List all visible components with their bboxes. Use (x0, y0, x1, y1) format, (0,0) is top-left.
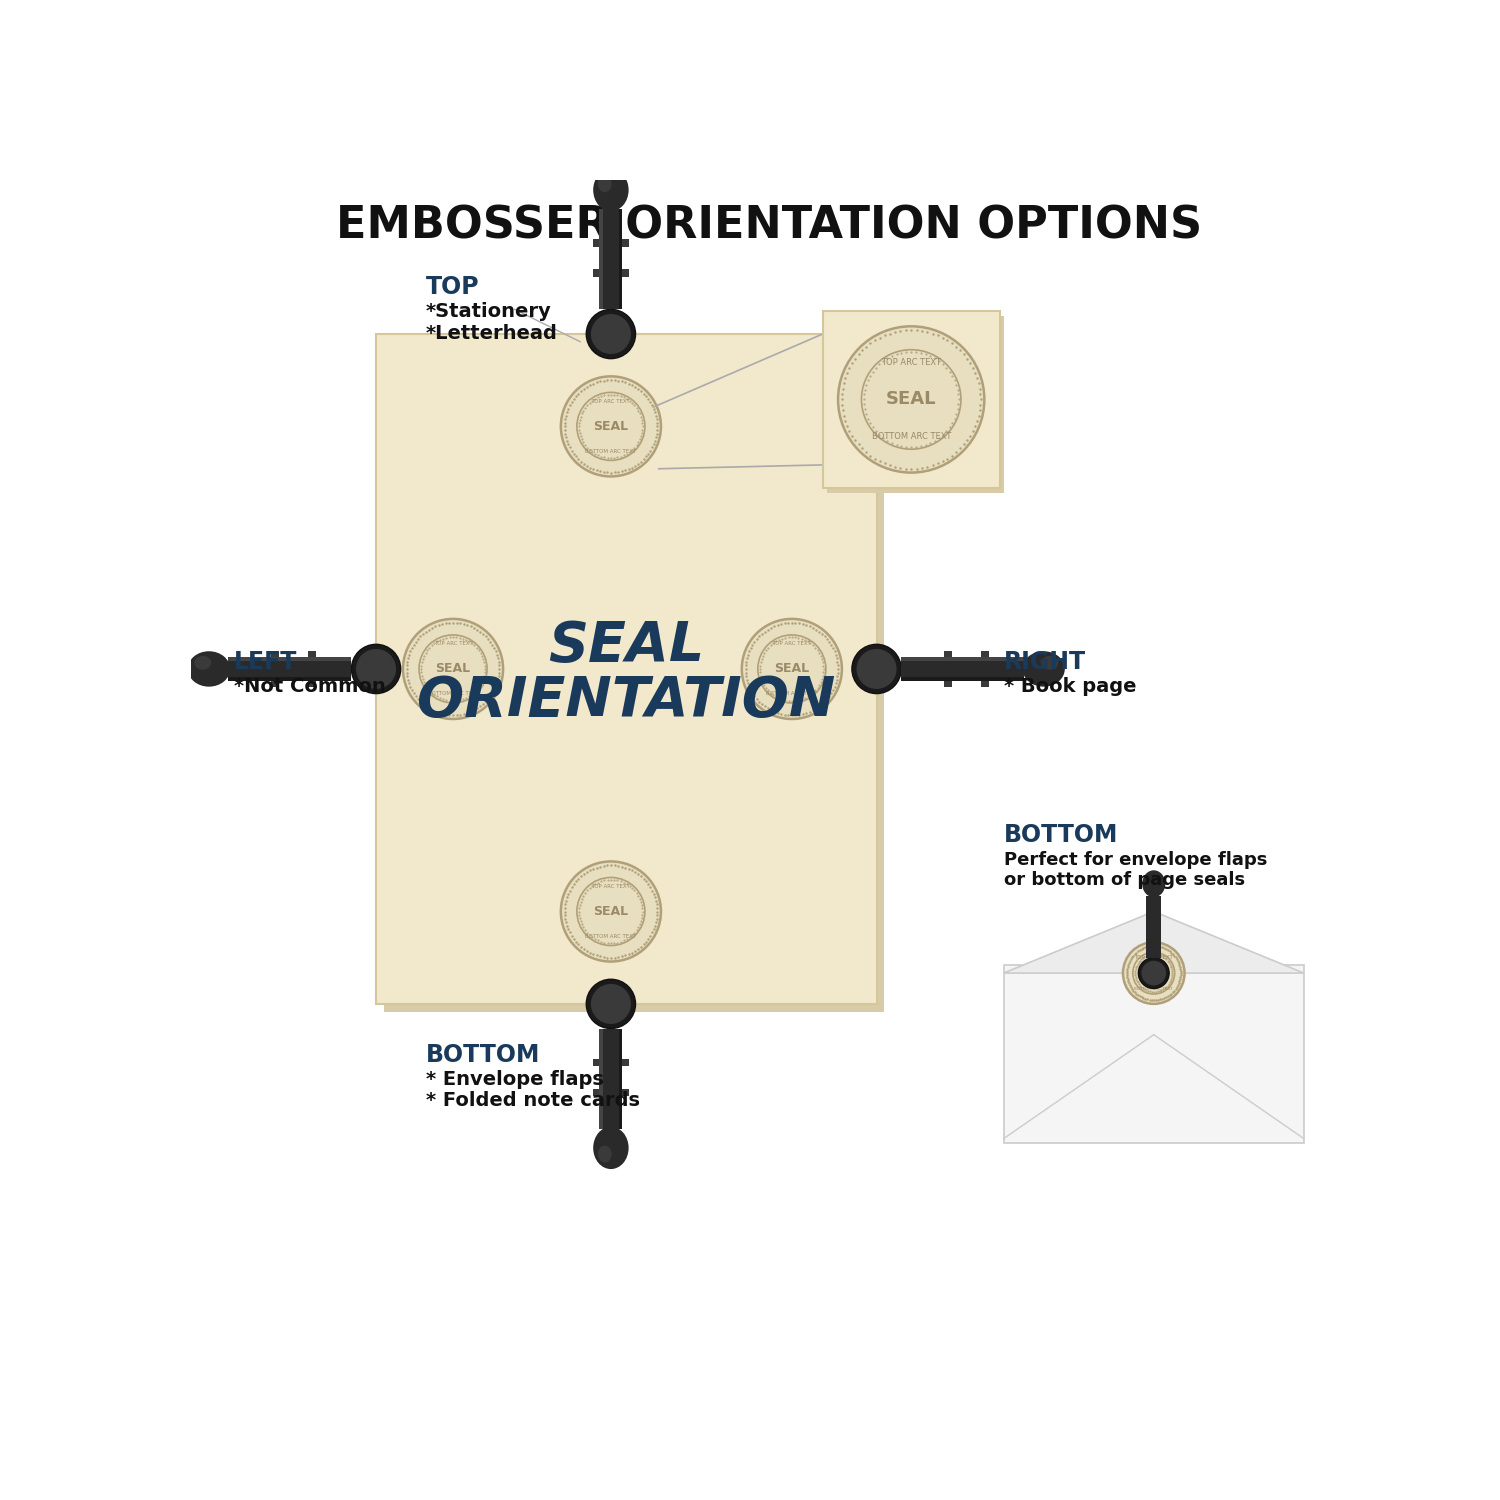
Bar (945, 651, 952, 657)
Bar (592, 1059, 600, 1066)
Ellipse shape (592, 170, 628, 211)
Text: RIGHT: RIGHT (1004, 650, 1086, 674)
Ellipse shape (188, 651, 230, 687)
Ellipse shape (1041, 656, 1059, 669)
Bar (618, 1029, 622, 1128)
Text: SEAL: SEAL (594, 420, 628, 434)
Text: BOTTOM ARC TEXT: BOTTOM ARC TEXT (427, 692, 478, 696)
Bar (1146, 896, 1161, 957)
Bar (309, 651, 316, 657)
Bar (902, 657, 1024, 662)
Polygon shape (1004, 912, 1304, 974)
Text: BOTTOM ARC TEXT: BOTTOM ARC TEXT (766, 692, 818, 696)
Text: *Not Common: *Not Common (234, 676, 386, 696)
Bar (600, 1029, 603, 1128)
Text: BOTTOM ARC TEXT: BOTTOM ARC TEXT (585, 934, 636, 939)
Text: TOP: TOP (426, 274, 480, 298)
Text: BOTTOM: BOTTOM (1004, 824, 1118, 848)
Circle shape (852, 645, 901, 693)
Bar (828, 315, 1005, 492)
Circle shape (591, 314, 632, 354)
Circle shape (591, 984, 632, 1024)
Text: TOP ARC TEXT: TOP ARC TEXT (772, 642, 812, 646)
Text: BOTTOM ARC TEXT: BOTTOM ARC TEXT (585, 448, 636, 454)
Bar (592, 270, 600, 278)
Circle shape (561, 376, 662, 477)
Text: SEAL: SEAL (435, 663, 471, 675)
Bar (618, 210, 622, 309)
Circle shape (1138, 957, 1168, 988)
Text: BOTTOM ARC TEXT: BOTTOM ARC TEXT (1134, 987, 1173, 990)
Bar (592, 1089, 600, 1096)
Bar (600, 210, 622, 309)
Bar (981, 651, 988, 657)
Bar (981, 681, 988, 687)
Circle shape (856, 650, 897, 688)
Text: TOP ARC TEXT: TOP ARC TEXT (591, 884, 630, 890)
Text: TOP ARC TEXT: TOP ARC TEXT (1134, 956, 1173, 960)
Text: ORIENTATION: ORIENTATION (417, 675, 836, 729)
Text: EMBOSSER ORIENTATION OPTIONS: EMBOSSER ORIENTATION OPTIONS (336, 204, 1202, 248)
Circle shape (561, 861, 662, 962)
Circle shape (586, 309, 636, 358)
Circle shape (1142, 962, 1166, 986)
Text: BOTTOM ARC TEXT: BOTTOM ARC TEXT (871, 432, 951, 441)
Text: * Envelope flaps: * Envelope flaps (426, 1070, 604, 1089)
Bar (272, 651, 279, 657)
Ellipse shape (592, 1126, 628, 1168)
Text: SEAL: SEAL (886, 390, 936, 408)
Ellipse shape (195, 656, 211, 669)
Bar (376, 334, 876, 1004)
Text: SEAL: SEAL (774, 663, 810, 675)
Text: or bottom of page seals: or bottom of page seals (1004, 871, 1245, 889)
Text: *Stationery: *Stationery (426, 302, 552, 321)
Ellipse shape (1142, 870, 1166, 897)
Text: SEAL: SEAL (1140, 968, 1167, 978)
Bar (228, 657, 351, 681)
Text: LEFT: LEFT (234, 650, 297, 674)
Bar (309, 681, 316, 687)
Bar (384, 342, 885, 1011)
Bar (622, 1059, 628, 1066)
Ellipse shape (598, 176, 612, 192)
Circle shape (742, 620, 842, 718)
Circle shape (356, 650, 396, 688)
Text: TOP ARC TEXT: TOP ARC TEXT (433, 642, 472, 646)
Circle shape (1124, 942, 1185, 1004)
Bar (228, 657, 351, 662)
Circle shape (839, 327, 984, 472)
Bar (822, 310, 999, 488)
Bar (945, 681, 952, 687)
Bar (272, 681, 279, 687)
Text: * Folded note cards: * Folded note cards (426, 1092, 640, 1110)
Text: SEAL: SEAL (594, 904, 628, 918)
Bar (1004, 966, 1304, 1143)
Circle shape (351, 645, 400, 693)
Bar (902, 676, 1024, 681)
Bar (592, 240, 600, 248)
Circle shape (586, 980, 636, 1029)
Bar (600, 1029, 622, 1128)
Bar (622, 270, 628, 278)
Text: TOP ARC TEXT: TOP ARC TEXT (591, 399, 630, 404)
Circle shape (404, 620, 502, 718)
Bar (228, 676, 351, 681)
Text: * Book page: * Book page (1004, 676, 1136, 696)
Text: TOP ARC TEXT: TOP ARC TEXT (880, 358, 940, 368)
Bar (622, 1089, 628, 1096)
Text: *Letterhead: *Letterhead (426, 324, 558, 342)
Bar (902, 657, 1024, 681)
Ellipse shape (1023, 651, 1065, 687)
Text: BOTTOM: BOTTOM (426, 1042, 540, 1066)
Text: SEAL: SEAL (548, 620, 705, 674)
Bar (622, 240, 628, 248)
Ellipse shape (598, 1146, 612, 1162)
Bar (600, 210, 603, 309)
Text: Perfect for envelope flaps: Perfect for envelope flaps (1004, 852, 1268, 870)
